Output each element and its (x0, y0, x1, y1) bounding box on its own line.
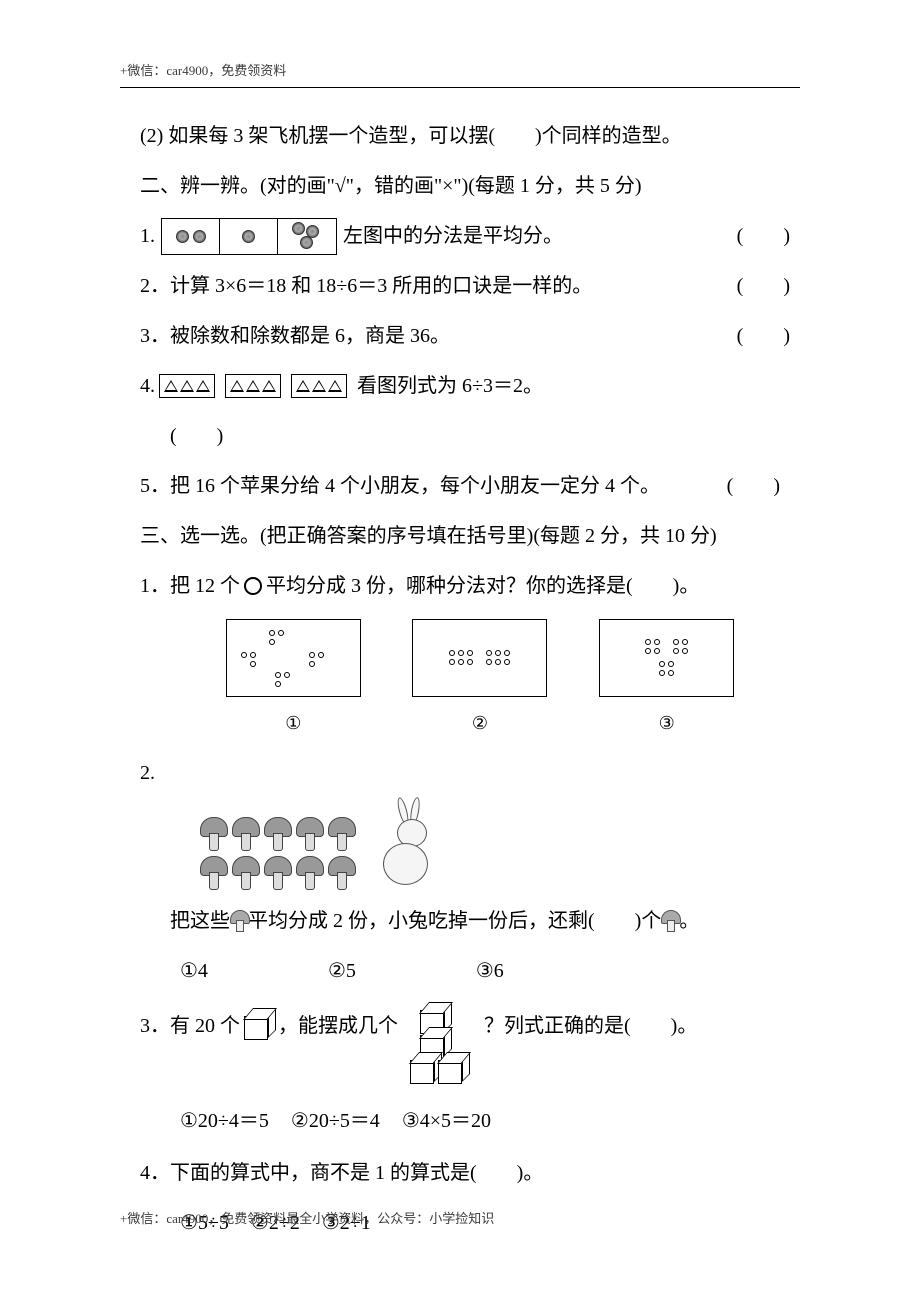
s3-q3-options: ①20÷4＝5 ②20÷5＝4 ③4×5＝20 (140, 1098, 800, 1144)
s3-q3-a: 3．有 20 个 (140, 1002, 240, 1040)
blank-paren: ( ) (737, 263, 800, 309)
prev-q2: (2) 如果每 3 架飞机摆一个造型，可以摆( )个同样的造型。 (140, 113, 800, 159)
s3-q1-options: ① ② (200, 619, 760, 744)
s2-q3-text: 3．被除数和除数都是 6，商是 36。 (140, 313, 450, 359)
rabbit-icon (370, 800, 440, 890)
header-rule (120, 87, 800, 88)
opt-label: ② (412, 703, 547, 744)
s3-q2-options: ①4 ②5 ③6 (140, 948, 800, 994)
s2-q2-text: 2．计算 3×6＝18 和 18÷6＝3 所用的口诀是一样的。 (140, 263, 592, 309)
s2-q5: 5．把 16 个苹果分给 4 个小朋友，每个小朋友一定分 4 个。 ( ) (140, 463, 800, 509)
s3-q3: 3．有 20 个 ，能摆成几个 ？列式正确的是( )。 (140, 1002, 800, 1092)
s2-q5-text: 5．把 16 个苹果分给 4 个小朋友，每个小朋友一定分 4 个。 (140, 463, 660, 509)
cube-icon (244, 1008, 274, 1038)
s2-q1-num: 1. (140, 213, 155, 259)
s3-q2-figure (200, 800, 800, 890)
opt2: ② (412, 619, 547, 744)
blank-paren: ( ) (737, 213, 800, 259)
page-footer: +微信：car4900，免费领资料最全小学资料，公众号：小学捡知识 (120, 1208, 494, 1227)
s3-q2-a: 把这些 (170, 898, 230, 944)
cube-stack-icon (406, 1002, 476, 1082)
content-area: (2) 如果每 3 架飞机摆一个造型，可以摆( )个同样的造型。 二、辨一辨。(… (120, 113, 800, 1246)
mushroom-icon (230, 910, 248, 932)
s2-q1-text: 左图中的分法是平均分。 (343, 213, 563, 259)
opt: ③4×5＝20 (402, 1098, 491, 1144)
s2-q4-paren: ( ) (140, 413, 800, 459)
section3-title: 三、选一选。(把正确答案的序号填在括号里)(每题 2 分，共 10 分) (140, 513, 800, 559)
s2-q3: 3．被除数和除数都是 6，商是 36。 ( ) (140, 313, 800, 359)
s3-q1-b: 平均分成 3 份，哪种分法对？你的选择是( )。 (266, 563, 699, 609)
mushroom-icon (661, 910, 679, 932)
circle-icon (244, 577, 262, 595)
opt: ①20÷4＝5 (180, 1098, 269, 1144)
opt1: ① (226, 619, 361, 744)
s3-q2-text: 把这些 平均分成 2 份，小兔吃掉一份后，还剩( )个 。 (140, 898, 800, 944)
s2-q1: 1. 左图中的分法是平均分。 ( ) (140, 213, 800, 259)
section2-title: 二、辨一辨。(对的画"√"，错的画"×")(每题 1 分，共 5 分) (140, 163, 800, 209)
opt: ②5 (328, 948, 356, 994)
s3-q4: 4．下面的算式中，商不是 1 的算式是( )。 (140, 1150, 800, 1196)
s2-q4: 4. 看图列式为 6÷3＝2。 (140, 363, 800, 409)
triangle-group (159, 374, 215, 398)
blank-paren: ( ) (737, 313, 800, 359)
triangle-group (225, 374, 281, 398)
s2-q1-figure (161, 218, 337, 255)
triangle-group (291, 374, 347, 398)
s2-q2: 2．计算 3×6＝18 和 18÷6＝3 所用的口诀是一样的。 ( ) (140, 263, 800, 309)
opt: ①4 (180, 948, 208, 994)
s2-q4-text: 看图列式为 6÷3＝2。 (357, 363, 543, 409)
s2-q4-num: 4. (140, 363, 155, 409)
opt-label: ③ (599, 703, 734, 744)
blank-paren: ( ) (727, 463, 800, 509)
opt-label: ① (226, 703, 361, 744)
s3-q2-b: 平均分成 2 份，小兔吃掉一份后，还剩( )个 (248, 898, 661, 944)
opt: ②20÷5＝4 (291, 1098, 380, 1144)
s3-q3-b: ，能摆成几个 (278, 1002, 398, 1040)
s3-q2-c: 。 (679, 898, 699, 944)
page-header: +微信：car4900，免费领资料 (120, 60, 800, 79)
opt: ③6 (476, 948, 504, 994)
s3-q2-num: 2. (140, 750, 800, 796)
s3-q1-a: 1．把 12 个 (140, 563, 240, 609)
s3-q1: 1．把 12 个 平均分成 3 份，哪种分法对？你的选择是( )。 (140, 563, 800, 609)
opt3: ③ (599, 619, 734, 744)
s3-q3-c: ？列式正确的是( )。 (484, 1002, 697, 1040)
